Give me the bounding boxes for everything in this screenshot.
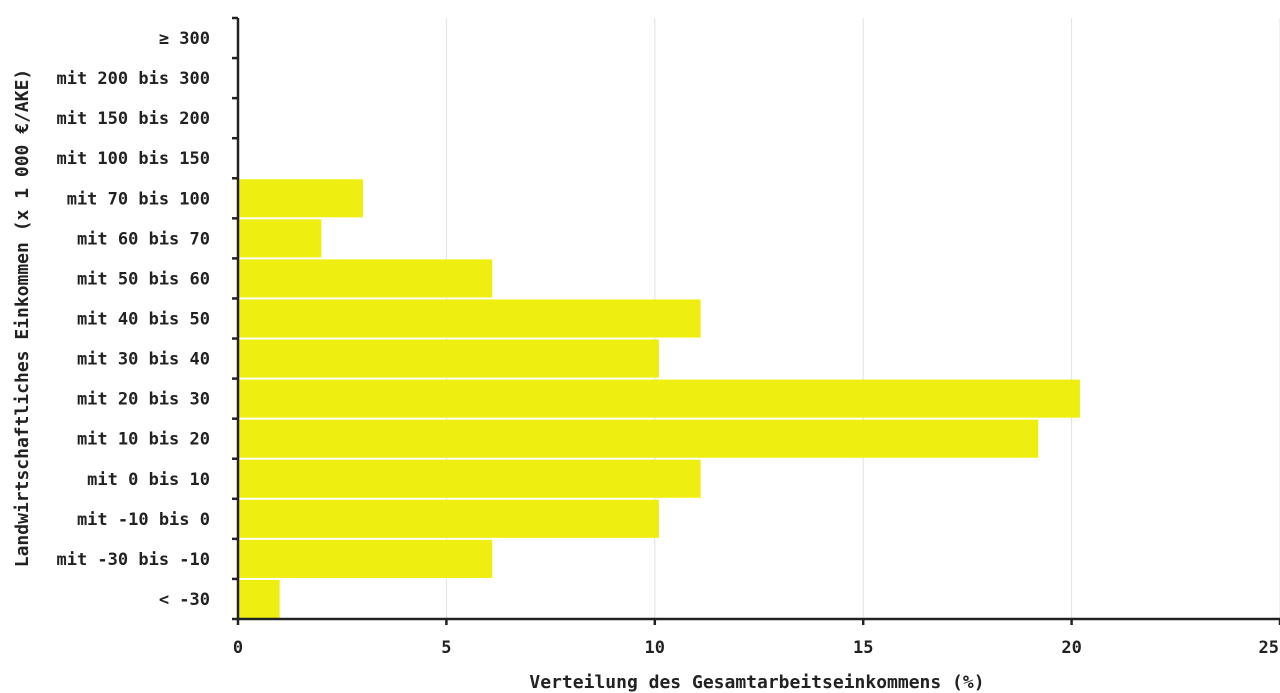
x-tick-label: 5 xyxy=(441,638,451,658)
y-tick-label: mit 100 bis 150 xyxy=(56,149,210,169)
y-tick-label: mit 30 bis 40 xyxy=(77,350,210,370)
y-tick-label: mit 200 bis 300 xyxy=(56,69,210,89)
y-tick-label: mit -10 bis 0 xyxy=(77,510,210,530)
y-tick-label: < -30 xyxy=(159,590,210,610)
x-tick-label: 0 xyxy=(233,638,243,658)
x-tick-label: 15 xyxy=(853,638,873,658)
y-tick-label: mit 150 bis 200 xyxy=(56,109,210,129)
y-tick-label: mit 10 bis 20 xyxy=(77,430,210,450)
y-tick-label: mit -30 bis -10 xyxy=(56,550,210,570)
bar xyxy=(238,259,493,298)
bar xyxy=(238,179,364,218)
bars xyxy=(238,179,1080,618)
axes xyxy=(232,16,1280,625)
bar xyxy=(238,379,1080,418)
y-tick-label: mit 20 bis 30 xyxy=(77,390,210,410)
bar xyxy=(238,219,322,258)
y-tick-label: mit 40 bis 50 xyxy=(77,310,210,330)
bar xyxy=(238,419,1039,458)
bar xyxy=(238,299,701,338)
x-axis-title: Verteilung des Gesamtarbeitseinkommens (… xyxy=(529,672,984,693)
y-tick-label: mit 50 bis 60 xyxy=(77,269,210,289)
x-tick-label: 10 xyxy=(645,638,665,658)
bar xyxy=(238,339,659,378)
x-tick-labels: 0 5 10 15 20 25 xyxy=(233,638,1279,658)
y-tick-label: ≥ 300 xyxy=(159,29,210,49)
y-tick-label: mit 0 bis 10 xyxy=(87,470,210,490)
x-tick-label: 20 xyxy=(1061,638,1081,658)
y-tick-label: mit 70 bis 100 xyxy=(67,189,210,209)
x-tick-label: 25 xyxy=(1259,638,1279,658)
bar xyxy=(238,459,701,498)
bar xyxy=(238,539,493,578)
y-axis-title: Landwirtschaftliches Einkommen (x 1 000 … xyxy=(12,69,33,568)
bar xyxy=(238,579,280,618)
bar xyxy=(238,499,659,538)
y-tick-labels: ≥ 300 mit 200 bis 300 mit 150 bis 200 mit 1… xyxy=(56,29,210,610)
y-tick-label: mit 60 bis 70 xyxy=(77,229,210,249)
